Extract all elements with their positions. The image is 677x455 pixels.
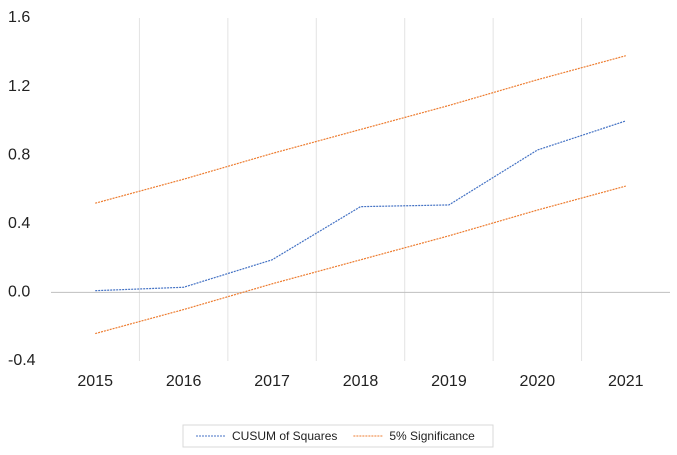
y-tick-label: 1.6 bbox=[8, 9, 30, 26]
x-tick-label: 2019 bbox=[431, 373, 467, 390]
y-tick-label: 0.4 bbox=[8, 215, 30, 232]
x-tick-label: 2021 bbox=[608, 373, 644, 390]
legend-label: CUSUM of Squares bbox=[232, 429, 337, 443]
x-tick-label: 2016 bbox=[166, 373, 202, 390]
legend-label: 5% Significance bbox=[389, 429, 475, 443]
x-tick-label: 2017 bbox=[254, 373, 290, 390]
y-tick-label: -0.4 bbox=[8, 352, 36, 369]
x-tick-label: 2018 bbox=[343, 373, 379, 390]
y-tick-label: 0.8 bbox=[8, 146, 30, 163]
legend-box bbox=[182, 424, 494, 448]
x-tick-label: 2015 bbox=[77, 373, 113, 390]
y-tick-label: 0.0 bbox=[8, 284, 30, 301]
line bbox=[95, 55, 626, 204]
line bbox=[95, 120, 626, 292]
y-tick-label: 1.2 bbox=[8, 78, 30, 95]
line bbox=[95, 185, 626, 335]
legend: CUSUM of Squares 5% Significance bbox=[182, 424, 494, 448]
x-tick-label: 2020 bbox=[520, 373, 556, 390]
